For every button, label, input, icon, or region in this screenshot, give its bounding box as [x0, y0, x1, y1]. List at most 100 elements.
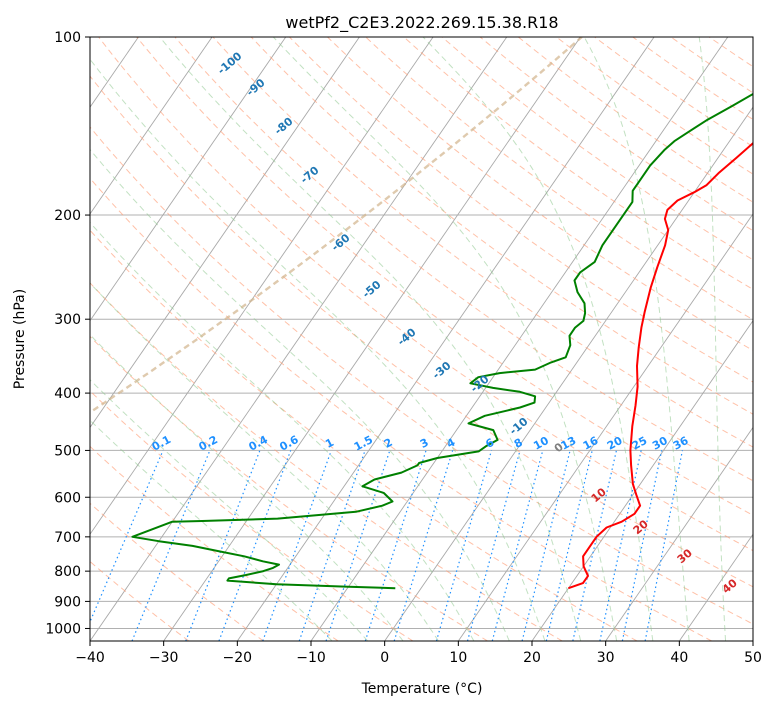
isotherm-line — [90, 37, 434, 536]
isotherm-line — [90, 37, 287, 322]
mixing-ratio-line — [572, 450, 618, 641]
dry-adiabat-label: -30 — [430, 359, 454, 382]
isotherm-line — [90, 37, 360, 429]
reference-curve — [90, 37, 583, 414]
mixing-ratio-line — [466, 450, 521, 641]
moist-adiabat-line — [272, 37, 618, 641]
moist-adiabat-line — [583, 37, 690, 641]
y-tick-label: 500 — [54, 443, 81, 459]
mixing-ratio-line — [521, 450, 571, 641]
moist-adiabat-label: 30 — [675, 546, 695, 566]
mixing-ratio-line — [621, 450, 663, 641]
x-tick-label: −40 — [75, 650, 105, 666]
mixing-ratio-label: 20 — [605, 434, 625, 453]
mixing-ratio-label: 16 — [581, 434, 601, 453]
isotherm-line — [605, 426, 753, 641]
y-tick-label: 700 — [54, 530, 81, 546]
mixing-ratio-label: 6 — [483, 436, 496, 451]
x-tick-label: 20 — [523, 650, 541, 666]
x-axis-ticks: −40 −30 −20 −10 0 10 20 30 40 50 — [75, 641, 762, 666]
dry-adiabat-line — [365, 37, 753, 321]
isotherm-line — [163, 37, 581, 641]
mixing-ratio-line — [599, 450, 642, 641]
isotherm-line — [384, 106, 753, 641]
moist-adiabat-line — [90, 282, 439, 641]
mixing-ratio-label: 25 — [630, 434, 650, 453]
moist-adiabat-label: 20 — [631, 517, 651, 537]
dewpoint-profile-line — [131, 92, 753, 590]
x-tick-label: 50 — [744, 650, 762, 666]
dry-adiabat-label: -40 — [395, 326, 419, 349]
mixing-ratio-line — [435, 450, 493, 641]
dry-adiabat-line — [632, 37, 753, 121]
x-tick-label: −20 — [223, 650, 253, 666]
isobar-lines — [90, 37, 753, 629]
isotherm-line — [236, 37, 655, 641]
isotherm-line — [752, 640, 753, 641]
x-tick-label: −10 — [296, 650, 326, 666]
mixing-ratio-label: 4 — [445, 436, 458, 451]
mixing-ratio-line — [393, 450, 454, 641]
isotherm-line — [90, 37, 213, 215]
y-axis-ticks: 100 200 300 400 500 600 700 800 900 1000 — [45, 30, 90, 637]
mixing-ratio-label: 13 — [559, 434, 579, 453]
dry-adiabat-line — [212, 37, 753, 448]
mixing-ratio-line — [364, 450, 427, 641]
moist-adiabat-line — [90, 148, 510, 641]
y-tick-label: 600 — [54, 490, 81, 506]
plot-frame — [89, 36, 754, 642]
moist-adiabat-line — [159, 37, 582, 641]
x-tick-label: −30 — [149, 650, 179, 666]
dry-adiabat-line — [403, 37, 753, 290]
dry-adiabat-line — [90, 177, 712, 641]
y-tick-label: 800 — [54, 564, 81, 580]
y-tick-label: 1000 — [45, 621, 81, 637]
moist-adiabat-line — [698, 37, 726, 641]
moist-adiabat-line — [422, 37, 654, 641]
mixing-ratio-line — [298, 450, 366, 641]
y-axis-label: Pressure (hPa) — [12, 289, 28, 389]
dry-adiabat-line — [90, 75, 753, 588]
dry-adiabat-line — [289, 37, 753, 383]
dry-adiabat-line — [441, 37, 753, 261]
dry-adiabat-line — [174, 37, 753, 482]
isotherm-line — [457, 213, 753, 641]
dry-adiabat-label: -90 — [244, 76, 268, 99]
dry-adiabat-line — [90, 335, 488, 641]
isotherm-line — [531, 319, 753, 641]
mixing-ratio-line — [644, 450, 683, 641]
mixing-ratio-lines — [90, 450, 683, 641]
y-tick-label: 400 — [54, 386, 81, 402]
isotherm-line — [678, 533, 753, 641]
mixing-ratio-line — [545, 450, 593, 641]
x-axis-label: Temperature (°C) — [361, 681, 483, 697]
moist-adiabat-line — [90, 419, 333, 641]
mixing-ratio-line — [90, 450, 164, 624]
reference-curves — [90, 37, 583, 414]
mixing-ratio-label: 36 — [671, 434, 691, 453]
y-tick-label: 200 — [54, 208, 81, 224]
dry-adiabat-lines — [90, 37, 753, 641]
isotherm-lines — [90, 37, 753, 641]
mixing-ratio-line — [131, 450, 211, 641]
isotherm-line — [90, 37, 508, 641]
dry-adiabat-line — [479, 37, 753, 232]
x-tick-label: 30 — [597, 650, 615, 666]
mixing-ratio-label: 3 — [418, 436, 431, 451]
moist-adiabat-line — [90, 58, 546, 641]
y-tick-label: 100 — [54, 30, 81, 46]
mixing-ratio-label: 1 — [323, 436, 336, 451]
dry-adiabat-line — [90, 390, 414, 641]
x-tick-label: 0 — [380, 650, 389, 666]
y-tick-label: 300 — [54, 312, 81, 328]
dry-adiabat-label: -60 — [329, 231, 353, 254]
mixing-ratio-label: 2 — [382, 436, 395, 451]
dry-adiabat-line — [517, 37, 753, 203]
dry-adiabat-line — [90, 229, 638, 641]
mixing-ratio-line — [325, 450, 391, 641]
mixing-ratio-line — [491, 450, 544, 641]
x-tick-label: 40 — [670, 650, 688, 666]
y-tick-label: 900 — [54, 594, 81, 610]
